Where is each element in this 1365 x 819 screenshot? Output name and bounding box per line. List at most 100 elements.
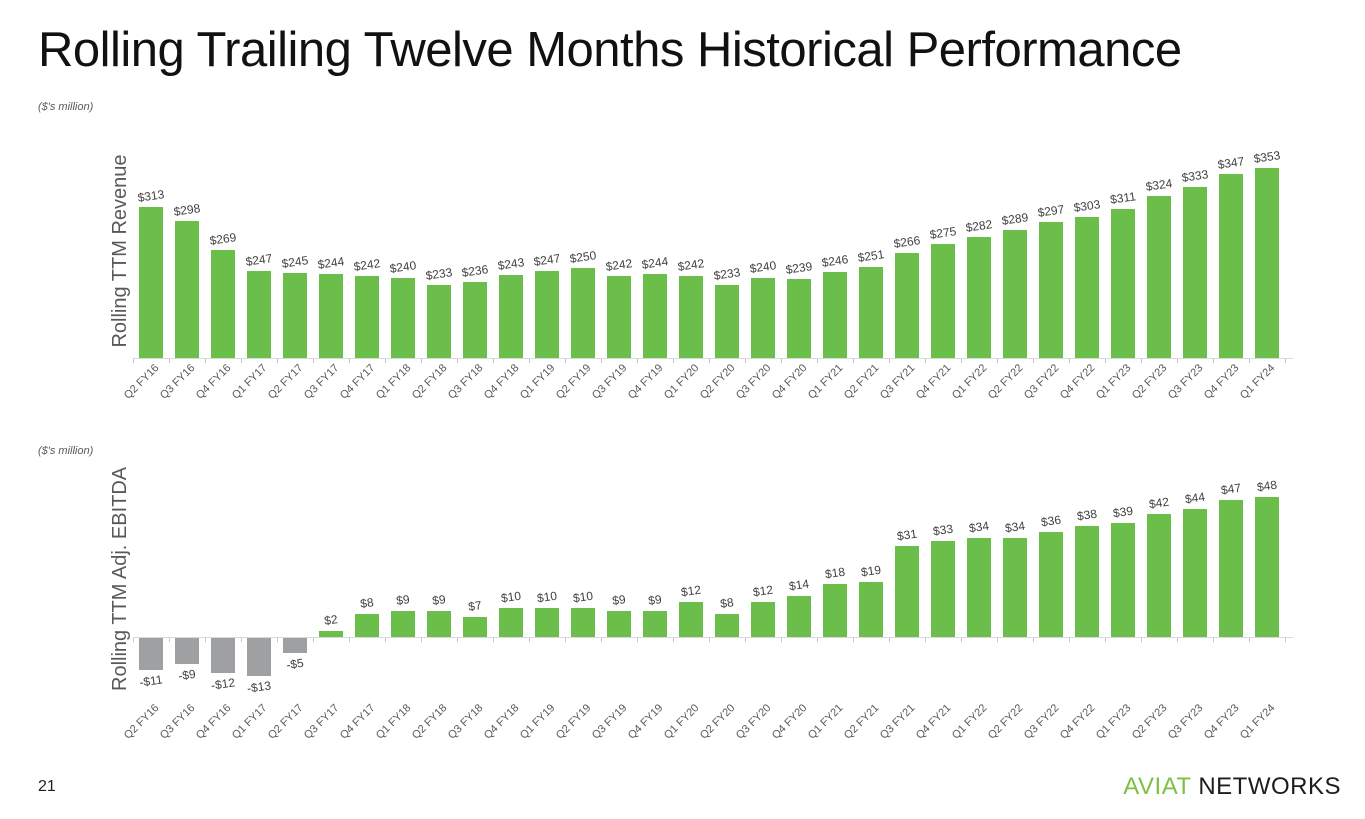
bar — [715, 614, 739, 637]
bar — [679, 276, 703, 358]
bar — [499, 608, 523, 637]
bar — [823, 272, 847, 358]
bar — [139, 638, 163, 670]
bar — [319, 631, 343, 637]
bar — [859, 582, 883, 637]
value-label: $353 — [1252, 148, 1282, 166]
axis-tick — [205, 638, 206, 642]
axis-tick — [385, 359, 386, 363]
bar — [1039, 222, 1063, 358]
axis-tick — [1105, 638, 1106, 642]
company-logo: AVIAT NETWORKS — [1123, 773, 1341, 801]
bar — [1075, 526, 1099, 637]
axis-tick — [493, 638, 494, 642]
units-note: ($'s million) — [38, 445, 94, 457]
revenue-chart: ($'s million) Rolling TTM Revenue $313 Q2… — [0, 96, 1365, 430]
bar — [1003, 230, 1027, 358]
axis-tick — [1285, 359, 1286, 363]
value-label: $269 — [208, 230, 238, 248]
bar — [787, 596, 811, 637]
value-label: -$5 — [285, 655, 305, 673]
bar — [355, 276, 379, 358]
logo-networks: NETWORKS — [1198, 773, 1341, 800]
axis-tick — [493, 359, 494, 363]
bar — [967, 237, 991, 358]
axis-tick — [241, 359, 242, 363]
axis-tick — [1177, 638, 1178, 642]
axis-tick — [1213, 359, 1214, 363]
bar — [391, 278, 415, 358]
y-axis-title-revenue: Rolling TTM Revenue — [109, 154, 131, 348]
axis-tick — [817, 359, 818, 363]
axis-tick — [457, 359, 458, 363]
logo-aviat: AVIAT — [1123, 773, 1192, 800]
axis-tick — [313, 359, 314, 363]
axis-tick — [421, 638, 422, 642]
bar — [211, 250, 235, 358]
bar — [1219, 500, 1243, 637]
bar — [463, 617, 487, 637]
axis-tick — [1033, 359, 1034, 363]
bar — [571, 268, 595, 358]
axis-tick — [349, 638, 350, 642]
axis-tick — [817, 638, 818, 642]
axis-tick — [709, 359, 710, 363]
axis-tick — [781, 359, 782, 363]
bar — [931, 244, 955, 358]
bar — [1255, 168, 1279, 358]
slide-title: Rolling Trailing Twelve Months Historica… — [38, 23, 1182, 77]
plot-area-ebitda: -$11 Q2 FY16 -$9 Q3 FY16 -$12 Q4 FY16 -$13 Q1 F… — [122, 460, 1298, 780]
axis-tick — [1069, 359, 1070, 363]
y-axis-title-ebitda: Rolling TTM Adj. EBITDA — [109, 466, 131, 691]
bar — [643, 611, 667, 637]
bar — [535, 271, 559, 358]
bar — [931, 541, 955, 637]
bar — [571, 608, 595, 637]
axis-tick — [133, 638, 134, 642]
axis-tick — [889, 638, 890, 642]
bar — [391, 611, 415, 637]
axis-tick — [457, 638, 458, 642]
bar — [895, 546, 919, 637]
bar — [355, 614, 379, 637]
bar — [1111, 523, 1135, 637]
axis-tick — [637, 638, 638, 642]
bar — [1255, 497, 1279, 637]
axis-tick — [745, 638, 746, 642]
axis-tick — [205, 359, 206, 363]
bar — [715, 285, 739, 358]
axis-tick — [565, 638, 566, 642]
bar — [175, 638, 199, 664]
bar — [211, 638, 235, 673]
axis-tick — [169, 638, 170, 642]
bar — [1183, 509, 1207, 637]
axis-tick — [601, 638, 602, 642]
axis-tick — [1249, 638, 1250, 642]
bar — [1003, 538, 1027, 637]
ebitda-chart: ($'s million) Rolling TTM Adj. EBITDA -$… — [0, 436, 1365, 780]
axis-tick — [1285, 638, 1286, 642]
value-label: $48 — [1256, 477, 1278, 495]
axis-tick — [241, 638, 242, 642]
x-axis-line — [133, 358, 1293, 359]
bar — [499, 275, 523, 358]
bar — [967, 538, 991, 637]
axis-tick — [637, 359, 638, 363]
bar — [895, 253, 919, 358]
page-number: 21 — [38, 778, 56, 795]
axis-tick — [673, 359, 674, 363]
axis-tick — [889, 359, 890, 363]
axis-tick — [709, 638, 710, 642]
bar — [643, 274, 667, 358]
axis-tick — [997, 359, 998, 363]
bar — [1147, 514, 1171, 637]
axis-tick — [169, 359, 170, 363]
axis-tick — [1177, 359, 1178, 363]
bar — [247, 271, 271, 358]
bar — [823, 584, 847, 637]
x-axis-line — [133, 637, 1293, 638]
bar — [535, 608, 559, 637]
axis-tick — [997, 638, 998, 642]
bar — [751, 602, 775, 637]
